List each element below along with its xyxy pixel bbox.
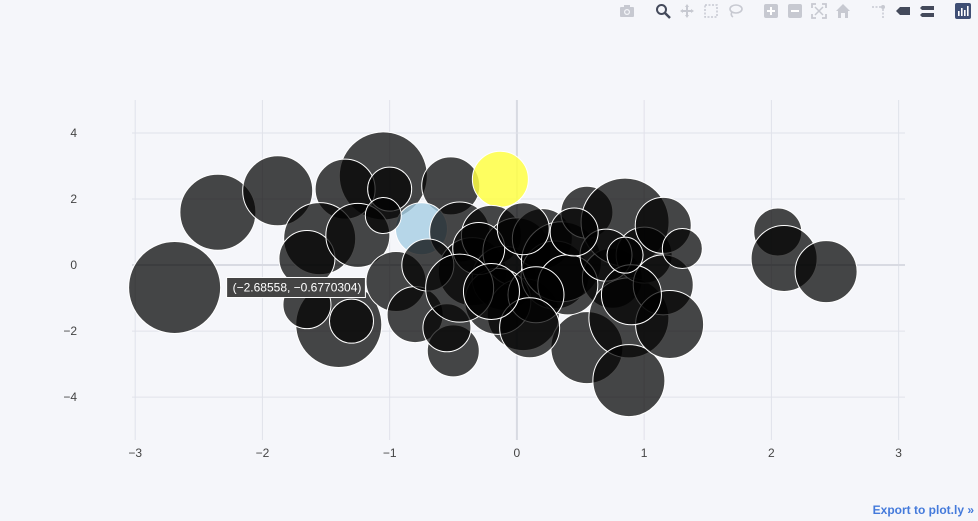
bubble-point[interactable] <box>128 240 222 334</box>
x-tick-label: −3 <box>128 446 142 460</box>
bubble-point[interactable] <box>499 297 561 359</box>
hover-label-box <box>226 276 366 298</box>
bubble-point[interactable] <box>592 344 666 418</box>
bubble-point[interactable] <box>661 228 703 270</box>
spike-lines-icon[interactable] <box>868 2 890 20</box>
lasso-icon[interactable] <box>724 2 746 20</box>
hover-label: (−2.68558, −0.6770304) <box>226 276 366 298</box>
bubble-point[interactable] <box>794 240 858 304</box>
x-tick-label: −2 <box>256 446 270 460</box>
x-axis-ticks: −3 −2 −1 0 1 2 3 <box>128 446 902 460</box>
hover-compare-icon[interactable] <box>916 2 938 20</box>
export-link[interactable]: Export to plot.ly » <box>872 503 974 517</box>
bubble-series[interactable] <box>128 131 858 418</box>
box-select-icon[interactable] <box>700 2 722 20</box>
y-tick-label: 0 <box>70 258 77 272</box>
bubble-point[interactable] <box>471 150 529 208</box>
bubble-point[interactable] <box>364 197 402 235</box>
zoom-in-icon[interactable] <box>760 2 782 20</box>
zoom-icon[interactable] <box>652 2 674 20</box>
bubble-point[interactable] <box>606 236 644 274</box>
x-tick-label: 0 <box>514 446 521 460</box>
x-tick-label: 3 <box>895 446 902 460</box>
bubble-point[interactable] <box>242 155 314 227</box>
x-tick-label: −1 <box>383 446 397 460</box>
bubble-point[interactable] <box>496 202 550 256</box>
y-tick-label: 2 <box>70 192 77 206</box>
y-tick-label: 4 <box>70 126 77 140</box>
y-tick-label: −2 <box>63 324 77 338</box>
autoscale-icon[interactable] <box>808 2 830 20</box>
x-tick-label: 1 <box>641 446 648 460</box>
pan-icon[interactable] <box>676 2 698 20</box>
y-axis-ticks: −4 −2 0 2 4 <box>63 126 77 404</box>
bubble-point[interactable] <box>462 262 520 320</box>
hover-label-text: (−2.68558, −0.6770304) <box>233 280 362 294</box>
y-tick-label: −4 <box>63 390 77 404</box>
camera-icon[interactable] <box>616 2 638 20</box>
modebar <box>616 2 974 20</box>
bubble-point[interactable] <box>600 264 662 326</box>
reset-axes-icon[interactable] <box>832 2 854 20</box>
bubble-point[interactable] <box>328 298 374 344</box>
hover-closest-icon[interactable] <box>892 2 914 20</box>
zoom-out-icon[interactable] <box>784 2 806 20</box>
bubble-point[interactable] <box>549 207 599 257</box>
x-tick-label: 2 <box>768 446 775 460</box>
plotly-logo-icon[interactable] <box>952 2 974 20</box>
